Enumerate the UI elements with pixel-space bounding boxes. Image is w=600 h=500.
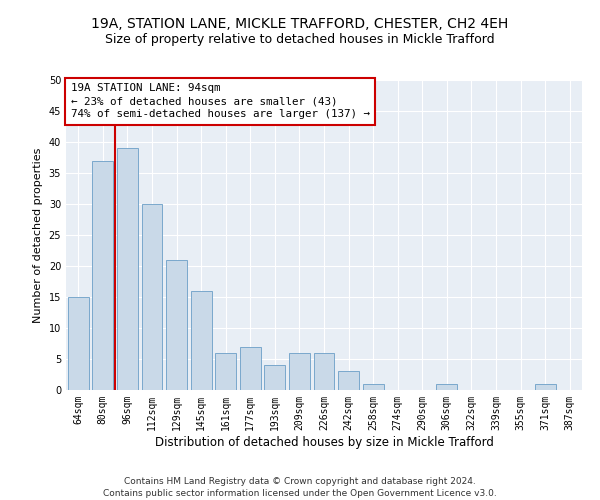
- Text: 19A, STATION LANE, MICKLE TRAFFORD, CHESTER, CH2 4EH: 19A, STATION LANE, MICKLE TRAFFORD, CHES…: [91, 18, 509, 32]
- Bar: [362, 384, 383, 390]
- Bar: [265, 365, 286, 390]
- Bar: [117, 148, 138, 390]
- Bar: [142, 204, 163, 390]
- Bar: [338, 372, 359, 390]
- Text: Size of property relative to detached houses in Mickle Trafford: Size of property relative to detached ho…: [105, 32, 495, 46]
- Bar: [535, 384, 556, 390]
- Text: Contains HM Land Registry data © Crown copyright and database right 2024.
Contai: Contains HM Land Registry data © Crown c…: [103, 476, 497, 498]
- Bar: [240, 346, 261, 390]
- Bar: [314, 353, 334, 390]
- Bar: [191, 291, 212, 390]
- Bar: [215, 353, 236, 390]
- Bar: [92, 160, 113, 390]
- Text: 19A STATION LANE: 94sqm
← 23% of detached houses are smaller (43)
74% of semi-de: 19A STATION LANE: 94sqm ← 23% of detache…: [71, 83, 370, 120]
- Bar: [289, 353, 310, 390]
- Bar: [436, 384, 457, 390]
- X-axis label: Distribution of detached houses by size in Mickle Trafford: Distribution of detached houses by size …: [155, 436, 493, 448]
- Bar: [166, 260, 187, 390]
- Y-axis label: Number of detached properties: Number of detached properties: [33, 148, 43, 322]
- Bar: [68, 297, 89, 390]
